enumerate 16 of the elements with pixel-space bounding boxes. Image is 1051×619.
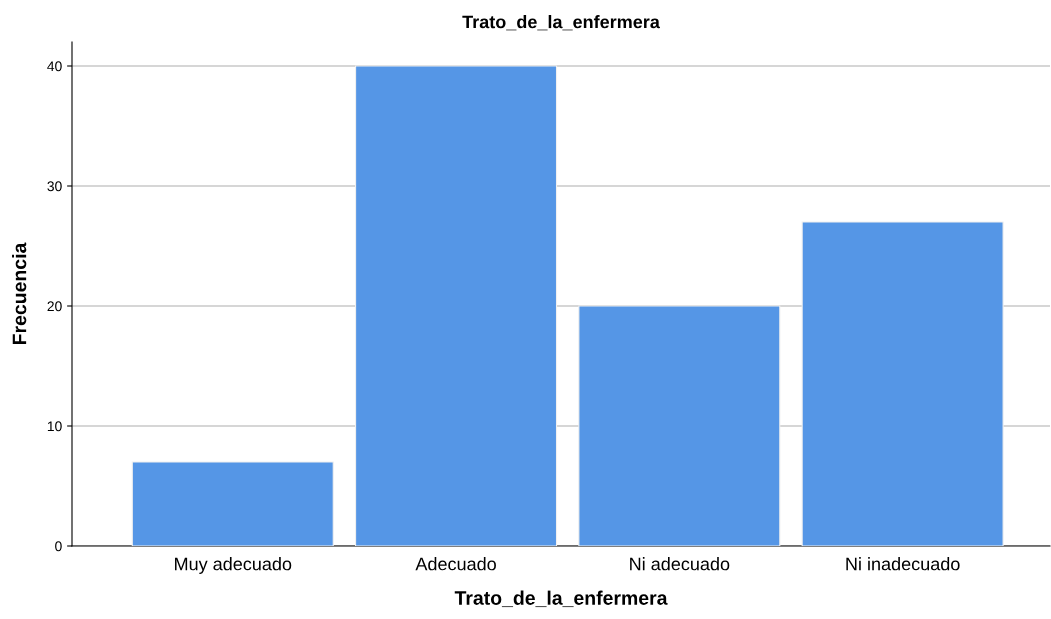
bar	[578, 305, 781, 546]
x-tick-label: Ni inadecuado	[846, 557, 960, 571]
y-axis-title: Frecuencia	[12, 242, 27, 345]
y-tick-label: 10	[47, 421, 62, 432]
x-tick-label: Ni adecuado	[630, 557, 730, 571]
y-tick-label: 0	[55, 541, 62, 552]
bar	[801, 221, 1004, 546]
y-tick-label: 40	[47, 61, 62, 72]
chart-title: Trato_de_la_enfermera	[462, 15, 660, 31]
x-tick-label: Muy adecuado	[175, 557, 292, 574]
bar	[355, 65, 558, 546]
x-tick-label: Adecuado	[415, 557, 496, 571]
bar	[131, 461, 334, 546]
y-tick-label: 20	[47, 301, 62, 312]
x-axis-title: Trato_de_la_enfermera	[454, 590, 668, 608]
y-tick-label: 30	[47, 181, 62, 192]
